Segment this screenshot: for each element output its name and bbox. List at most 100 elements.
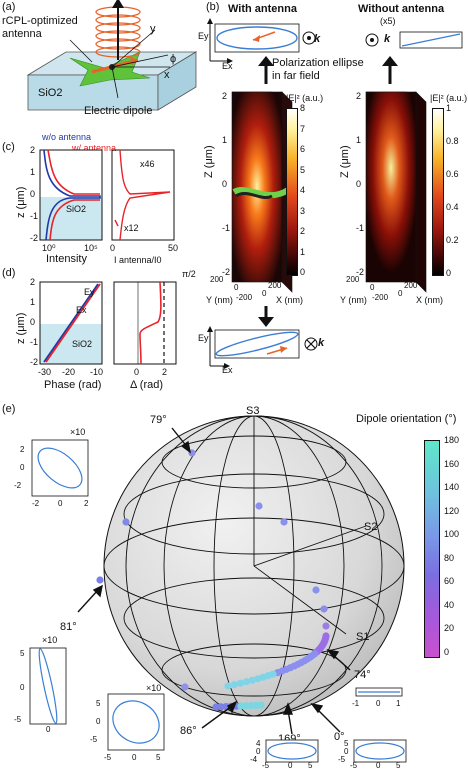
inset-bc-xm5: -5: [104, 753, 112, 762]
inset-br2-ym5: -5: [338, 755, 346, 764]
y-nm-label-left: Y (nm): [206, 295, 233, 305]
zd-tick-4: -2: [30, 357, 39, 367]
k-label-top: k: [314, 33, 321, 45]
orient-tick-7: 40: [444, 599, 455, 610]
inset-ml-x0: 0: [46, 725, 51, 734]
k-label-bottom: k: [318, 337, 325, 349]
x12-label: x12: [124, 223, 139, 233]
inset-ellipse-bottom-center: [107, 693, 165, 751]
sphere-point-6: [320, 605, 328, 613]
zb-right-tick-1: 1: [356, 135, 362, 145]
k-label-top-right: k: [384, 33, 391, 45]
inset-tl-x0: 0: [58, 499, 63, 508]
sphere-point-34: [248, 676, 256, 684]
panel-d-label: (d): [2, 267, 16, 279]
delta-tick-2: 2: [162, 367, 168, 377]
inset-br1-y4: 4: [256, 739, 261, 748]
orient-tick-8: 20: [444, 623, 455, 633]
inset-tl-y0: 0: [20, 463, 25, 472]
zc-tick-4: -2: [30, 233, 39, 243]
colorbar-title-right: |E|² (a.u.): [430, 93, 468, 103]
x-nm-label-right: X (nm): [416, 295, 443, 305]
inset-br2-y5: 5: [344, 739, 349, 748]
phase-tick-10: -10: [90, 367, 104, 377]
inset-rt-x1: 1: [396, 699, 401, 708]
inset-rt-xm1: -1: [352, 699, 360, 708]
intensity-plot: [39, 149, 175, 241]
cb-right-tick-3: 0.4: [446, 202, 459, 212]
inset-ml-ym5: -5: [14, 715, 22, 724]
panel-c-label: (c): [2, 141, 15, 153]
cb-left-tick-3: 5: [300, 164, 306, 175]
zb-right-tick-4: -2: [356, 267, 365, 277]
ey-label-bottom: Ey: [198, 333, 209, 343]
y-tick-0-left: 0: [234, 283, 239, 292]
sphere-point-36: [236, 679, 245, 687]
cb-left-tick-4: 4: [300, 185, 306, 195]
field-map-with-antenna: [231, 91, 293, 293]
inset-tl-xm2: -2: [32, 499, 40, 508]
cb-left-tick-7: 1: [300, 246, 306, 257]
sphere-point-group: [96, 449, 330, 711]
inset-br2-y0: 0: [344, 747, 349, 756]
panel-a-diagram: [26, 0, 198, 111]
inset-ellipse-mid-left: [29, 647, 67, 725]
inset-br1-x0: 0: [288, 761, 293, 770]
s3-label: S3: [246, 405, 260, 417]
inset-bc-y0: 0: [96, 717, 101, 726]
phase-axis-label: Phase (rad): [44, 379, 102, 391]
orient-tick-6: 60: [444, 576, 455, 586]
axis-y-label: y: [150, 23, 156, 35]
angle-74: 74°: [354, 669, 371, 681]
inset-br2-x5: 5: [396, 761, 401, 770]
zb-left-tick-3: -1: [222, 223, 231, 233]
inset-ellipse-bottom-right-1: [265, 739, 319, 763]
wo-antenna-label: w/o antenna: [42, 132, 92, 142]
axis-x-label: x: [164, 69, 170, 81]
y-tick-200-left: 200: [210, 275, 224, 284]
sphere-point-4: [96, 576, 104, 584]
zd-tick-3: -1: [30, 337, 39, 347]
sphere-point-37: [230, 681, 238, 689]
without-antenna-title: Without antenna: [358, 3, 445, 15]
phase-tick-20: -20: [62, 367, 76, 377]
colorbar-without-antenna: [432, 108, 444, 276]
zb-left-tick-2: 0: [222, 179, 228, 189]
inset-ml-scale: ×10: [42, 635, 58, 645]
antenna-label-line1: rCPL-optimized: [2, 15, 78, 27]
sio2-label-c: SiO2: [66, 204, 87, 214]
inset-ellipse-bottom-right-2: [353, 739, 407, 763]
z-axis-label-right: Z (μm): [339, 145, 351, 178]
inset-br1-y0: 0: [256, 747, 261, 756]
axis-phi-label: ϕ: [170, 53, 177, 65]
delta-tick-0: 0: [134, 367, 140, 377]
orient-tick-5: 80: [444, 552, 455, 563]
sphere-point-38: [224, 682, 232, 690]
sphere-point-3: [280, 518, 288, 526]
inset-ellipse-right: [355, 687, 403, 697]
zb-right-tick-2: 0: [356, 179, 362, 189]
cb-right-tick-4: 0.2: [446, 235, 459, 245]
zb-right-tick-0: 2: [356, 91, 362, 101]
z-label-d: z (μm): [15, 312, 27, 344]
down-arrow-bottom: [258, 306, 274, 327]
zd-tick-2: 0: [30, 317, 36, 327]
orient-tick-2: 140: [444, 482, 460, 492]
orient-tick-1: 160: [444, 458, 460, 469]
zb-right-tick-3: -1: [356, 223, 365, 233]
inset-bc-scale: ×10: [146, 683, 162, 693]
panel-b-top-right-ellipse: [365, 31, 463, 49]
cb-left-tick-6: 2: [300, 226, 306, 236]
colorbar-with-antenna: [286, 108, 298, 276]
w-antenna-label: w/ antenna: [72, 143, 117, 153]
ratio-axis-label: I antenna/I0: [114, 255, 162, 265]
zc-tick-3: -1: [30, 211, 39, 221]
phase-plot: [39, 281, 177, 365]
cb-right-tick-0: 1: [446, 103, 452, 113]
cb-left-tick-8: 0: [300, 267, 306, 277]
ratio-tick-0: 0: [110, 243, 116, 253]
orient-tick-9: 0: [444, 646, 450, 657]
panel-e-label: (e): [2, 403, 16, 415]
zc-tick-2: 0: [30, 189, 36, 199]
inset-br1-ym4: -4: [250, 755, 258, 764]
